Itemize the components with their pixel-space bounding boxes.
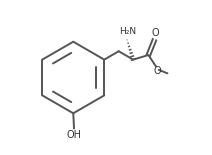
Text: OH: OH xyxy=(67,130,82,140)
Text: O: O xyxy=(151,28,159,38)
Text: O: O xyxy=(154,66,161,76)
Text: H₂N: H₂N xyxy=(119,27,136,36)
